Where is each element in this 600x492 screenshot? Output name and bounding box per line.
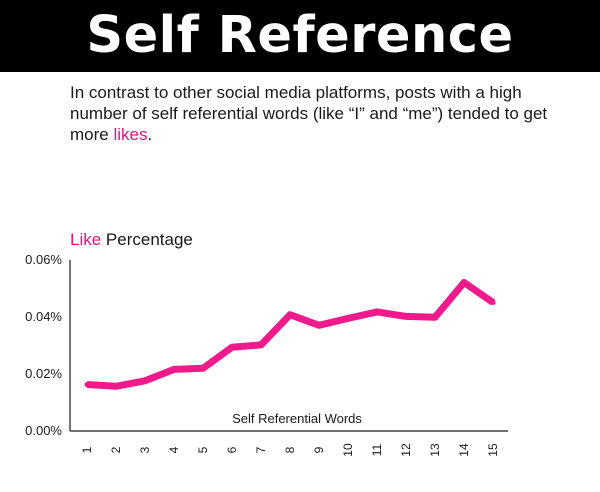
data-point	[229, 344, 235, 350]
page-title: Self Reference	[86, 6, 514, 65]
data-point	[316, 322, 322, 328]
x-axis-title: Self Referential Words	[232, 411, 362, 426]
x-tick-label: 7	[254, 446, 268, 453]
x-tick-label: 5	[196, 446, 210, 453]
data-point	[200, 365, 206, 371]
chart-axes	[69, 260, 508, 432]
x-tick-label: 1	[80, 446, 94, 453]
series-line	[86, 279, 495, 390]
x-tick-label: 14	[457, 443, 471, 457]
x-tick-label: 9	[312, 446, 326, 453]
y-tick-labels: 0.00% 0.02% 0.04% 0.06%	[25, 252, 62, 438]
x-tick-label: 12	[399, 443, 413, 457]
data-point	[287, 312, 293, 318]
data-point	[142, 378, 148, 384]
intro-highlight: likes	[113, 125, 148, 144]
x-tick-label: 13	[428, 443, 442, 457]
x-tick-labels: 1 2 3 4 5 6 7 8 9 10 11 12 13 14 15	[80, 443, 500, 457]
x-tick-label: 10	[341, 443, 355, 457]
intro-text: In contrast to other social media platfo…	[70, 83, 548, 144]
y-axis-title-rest: Percentage	[101, 230, 193, 249]
data-point	[84, 382, 90, 388]
y-tick-label: 0.06%	[25, 252, 62, 267]
data-point	[461, 280, 467, 286]
title-banner: Self Reference	[0, 0, 600, 72]
x-tick-label: 15	[486, 443, 500, 457]
y-tick-label: 0.04%	[25, 309, 62, 324]
x-tick-label: 2	[109, 446, 123, 453]
data-point	[258, 342, 264, 348]
y-axis-title: Like Percentage	[70, 230, 193, 250]
intro-text-end: .	[147, 125, 153, 144]
data-point	[403, 313, 409, 319]
intro-paragraph: In contrast to other social media platfo…	[70, 82, 570, 145]
data-point	[345, 315, 351, 321]
x-tick-label: 8	[283, 446, 297, 453]
y-tick-label: 0.02%	[25, 366, 62, 381]
x-tick-label: 11	[370, 443, 384, 456]
chart-series	[84, 279, 496, 390]
x-tick-label: 3	[138, 446, 152, 453]
data-point	[113, 383, 119, 389]
data-point	[171, 366, 177, 372]
data-point	[432, 314, 438, 320]
x-tick-label: 4	[167, 446, 181, 453]
y-axis-title-highlight: Like	[70, 230, 102, 249]
x-tick-label: 6	[225, 446, 239, 453]
y-tick-label: 0.00%	[25, 423, 62, 438]
data-point	[490, 299, 496, 305]
data-point	[374, 309, 380, 315]
